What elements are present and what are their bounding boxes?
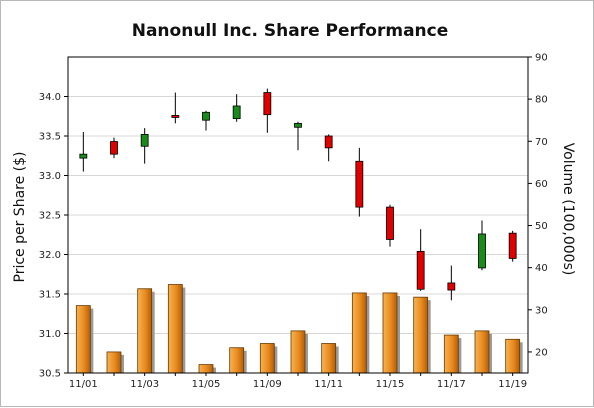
candle-body	[386, 206, 394, 240]
right-tick-label: 30	[535, 305, 548, 316]
right-tick-label: 50	[535, 221, 548, 232]
x-tick-label: 11/09	[253, 379, 282, 390]
left-tick-label: 33.5	[39, 132, 61, 143]
candle-body	[416, 250, 425, 290]
x-tick-label: 11/19	[498, 379, 527, 390]
left-tick-label: 31.5	[39, 290, 61, 301]
volume-bar	[259, 343, 275, 374]
volume-bar	[413, 296, 429, 374]
right-tick-label: 90	[535, 53, 548, 64]
volume-bar	[382, 292, 398, 374]
right-tick-label: 40	[535, 263, 548, 274]
volume-bar	[137, 288, 153, 374]
candle-body	[355, 160, 364, 208]
volume-bar	[75, 305, 91, 374]
right-tick-label: 20	[535, 347, 548, 358]
left-tick-label: 34.0	[39, 92, 61, 103]
volume-bar	[351, 292, 367, 374]
candle-body	[140, 134, 149, 147]
x-tick-label: 11/15	[376, 379, 405, 390]
candle-body	[79, 153, 88, 159]
axes: 30.5 31.0 31.5 32.0 32.5 33.0 33.5 34.0 20 30 40 50…	[39, 53, 548, 391]
volume-bar	[106, 351, 122, 374]
candle-body	[171, 115, 180, 118]
left-axis-title: Price per Share ($)	[12, 152, 28, 283]
candle-body	[324, 135, 333, 149]
candle-body	[508, 232, 517, 259]
volume-bar	[474, 330, 490, 374]
left-tick-label: 30.5	[39, 369, 61, 380]
plot-area	[75, 88, 523, 374]
left-tick-label: 33.0	[39, 171, 61, 182]
volume-bar	[290, 330, 306, 374]
x-tick-label: 11/01	[69, 379, 98, 390]
volume-bar	[443, 334, 459, 374]
right-axis-title: Volume (100,000s)	[560, 143, 576, 276]
x-tick-label: 11/03	[130, 379, 159, 390]
right-tick-label: 60	[535, 179, 548, 190]
left-tick-label: 32.5	[39, 211, 61, 222]
x-tick-label: 11/17	[437, 379, 466, 390]
volume-bar	[321, 343, 337, 374]
right-tick-label: 70	[535, 137, 548, 148]
left-tick-label: 32.0	[39, 250, 61, 261]
candle-body	[447, 282, 456, 291]
candle-body	[263, 92, 272, 116]
x-tick-label: 11/05	[192, 379, 221, 390]
candle-body	[294, 122, 302, 128]
candle-body	[110, 141, 118, 155]
candle-body	[202, 111, 210, 121]
volume-bar	[167, 284, 183, 374]
volume-bar	[505, 338, 521, 374]
x-tick-label: 11/11	[314, 379, 343, 390]
candle-body	[478, 233, 486, 269]
candle-body	[232, 105, 241, 120]
chart-title: Nanonull Inc. Share Performance	[132, 21, 449, 41]
right-tick-label: 80	[535, 95, 548, 106]
left-tick-label: 31.0	[39, 329, 61, 340]
volume-bar	[229, 347, 245, 374]
volume-bar	[198, 364, 214, 374]
